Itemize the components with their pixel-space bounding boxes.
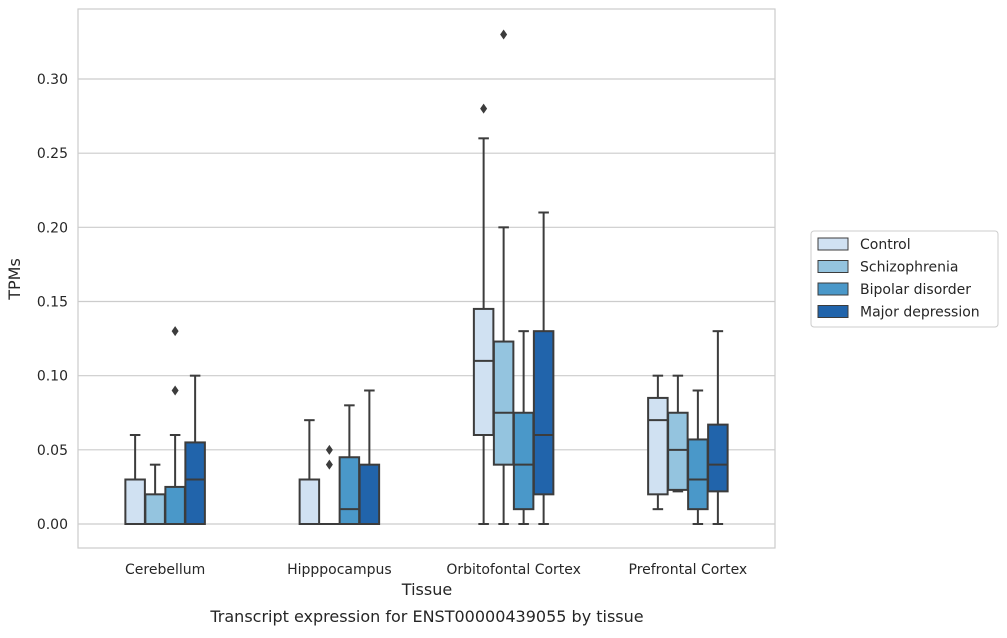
box-major-depression <box>534 213 554 525</box>
box-control <box>300 420 320 524</box>
legend-swatch <box>818 283 848 295</box>
box-body <box>648 398 668 494</box>
y-tick-label: 0.15 <box>37 295 68 311</box>
y-tick-label: 0.10 <box>37 369 68 385</box>
chart-caption: Transcript expression for ENST0000043905… <box>209 607 643 626</box>
box-major-depression <box>185 376 205 524</box>
x-tick-labels: Cerebellum Hipppocampus Orbitofontal Corte… <box>125 562 747 578</box>
box-body <box>514 413 534 509</box>
box-control <box>648 376 668 510</box>
box-body <box>708 425 728 492</box>
box-control <box>474 104 494 524</box>
box-major-depression <box>708 331 728 524</box>
legend-label: Control <box>860 237 911 253</box>
box-body <box>668 413 688 490</box>
box-body <box>125 480 145 525</box>
x-tick-label: Orbitofontal Cortex <box>446 562 581 578</box>
box-body <box>185 442 205 524</box>
y-tick-label: 0.25 <box>37 146 68 162</box>
x-tick-label: Cerebellum <box>125 562 205 578</box>
outlier-point <box>172 386 179 396</box>
legend-swatch <box>818 306 848 318</box>
y-tick-labels: 0.00 0.05 0.10 0.15 0.20 0.25 0.30 <box>37 72 68 533</box>
x-tick-label: Prefrontal Cortex <box>629 562 748 578</box>
box-schizophrenia <box>668 376 688 492</box>
legend: Control Schizophrenia Bipolar disorder Majo… <box>811 231 998 327</box>
box-bipolar-disorder <box>165 326 185 524</box>
box-body <box>145 494 165 524</box>
box-body <box>165 487 185 524</box>
box-schizophrenia <box>320 445 340 524</box>
outlier-point <box>500 30 507 40</box>
outlier-point <box>326 460 333 470</box>
box-bipolar-disorder <box>514 331 534 524</box>
y-axis-label: TPMs <box>5 258 24 301</box>
legend-label: Bipolar disorder <box>860 282 971 298</box>
box-bipolar-disorder <box>340 405 360 524</box>
y-tick-label: 0.20 <box>37 220 68 236</box>
box-major-depression <box>360 391 380 525</box>
x-tick-label: Hipppocampus <box>287 562 392 578</box>
box-body <box>300 480 320 525</box>
box-body <box>494 342 514 465</box>
legend-swatch <box>818 261 848 273</box>
legend-label: Major depression <box>860 305 980 321</box>
box-body <box>340 457 360 524</box>
y-tick-label: 0.00 <box>37 517 68 533</box>
legend-label: Schizophrenia <box>860 260 958 276</box>
x-axis-label: Tissue <box>401 580 452 599</box>
box-body <box>534 331 554 494</box>
box-control <box>125 435 145 524</box>
outlier-point <box>326 445 333 455</box>
box-schizophrenia <box>494 30 514 525</box>
y-tick-label: 0.30 <box>37 72 68 88</box>
box-body <box>688 439 708 509</box>
outlier-point <box>480 104 487 114</box>
outlier-point <box>172 326 179 336</box>
legend-swatch <box>818 238 848 250</box>
box-bipolar-disorder <box>688 391 708 525</box>
box-body <box>360 465 380 524</box>
y-tick-label: 0.05 <box>37 443 68 459</box>
box-body <box>474 309 494 435</box>
box-schizophrenia <box>145 465 165 524</box>
